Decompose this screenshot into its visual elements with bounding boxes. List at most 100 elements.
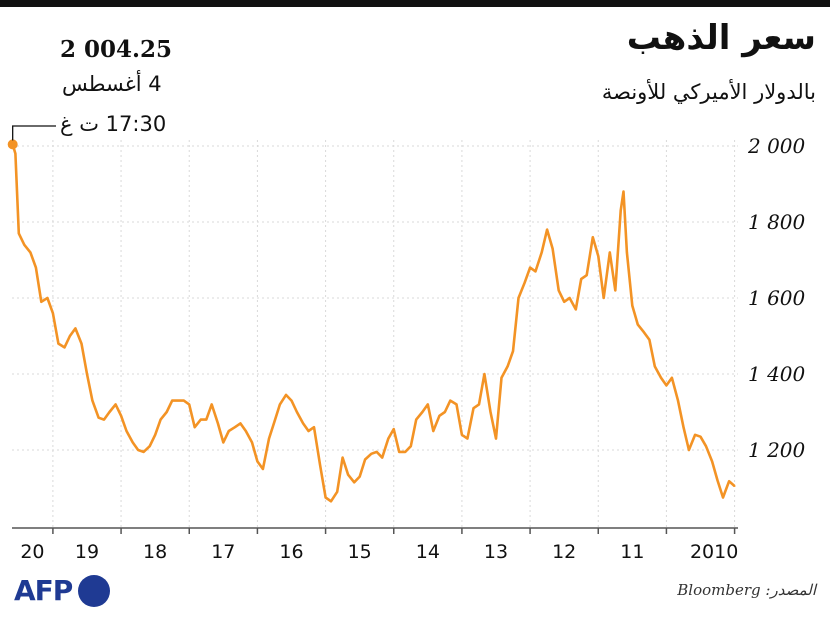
x-tick-label: 11 [620, 541, 644, 563]
price-point [91, 399, 94, 402]
price-point [364, 458, 367, 461]
price-point [574, 308, 577, 311]
price-point [455, 403, 458, 406]
x-tick-label: 19 [75, 541, 99, 563]
price-point [636, 323, 639, 326]
price-point [370, 452, 373, 455]
price-point [489, 411, 492, 413]
price-point [239, 422, 242, 425]
x-tick-label: 16 [279, 541, 303, 563]
price-point [398, 451, 401, 453]
price-point [296, 411, 298, 413]
price-point [631, 304, 634, 307]
price-point [63, 346, 66, 349]
price-point [171, 399, 174, 402]
price-point [358, 475, 361, 478]
x-tick-label: 12 [552, 541, 576, 563]
afp-logo-circle-icon [78, 575, 110, 607]
price-point [563, 300, 566, 303]
x-tick-label: 17 [211, 541, 235, 563]
x-tick-label: 18 [143, 541, 167, 563]
price-point [52, 312, 54, 315]
price-point [449, 399, 452, 402]
price-point [251, 441, 253, 444]
price-point [103, 418, 105, 421]
price-point [551, 247, 554, 250]
price-point [227, 430, 230, 432]
price-point [602, 297, 605, 299]
price-point [705, 445, 707, 448]
price-point [319, 464, 322, 467]
price-point [341, 456, 344, 459]
price-point [273, 420, 276, 423]
price-point [330, 500, 332, 503]
price-point [404, 451, 407, 453]
price-point [622, 190, 625, 193]
chart-subtitle: بالدولار الأميركي للأونصة [601, 80, 816, 104]
y-tick-label: 1 600 [748, 286, 806, 310]
price-point [415, 418, 418, 421]
price-point [23, 243, 26, 246]
price-point [699, 435, 702, 438]
price-point [529, 266, 531, 269]
price-point [347, 473, 349, 476]
price-point [660, 376, 662, 379]
price-point [302, 422, 304, 425]
price-point [466, 437, 469, 440]
price-point [336, 490, 339, 493]
price-point [495, 437, 497, 440]
price-point [568, 297, 571, 299]
price-point [540, 251, 543, 254]
y-tick-label: 1 800 [748, 210, 806, 234]
x-tick-label: 14 [416, 541, 440, 563]
x-tick-label: 20 [20, 541, 44, 563]
price-point [324, 496, 327, 499]
price-point [421, 411, 424, 413]
price-point [188, 403, 191, 406]
price-point [506, 365, 509, 368]
price-point [677, 399, 679, 402]
price-point [523, 281, 526, 284]
price-point [125, 430, 128, 432]
price-point [557, 289, 560, 292]
price-point [438, 414, 441, 417]
price-point [120, 414, 122, 417]
chart-title: سعر الذهب [626, 18, 816, 58]
price-point [614, 289, 617, 292]
price-point [193, 426, 196, 429]
x-tick-label: 13 [484, 541, 508, 563]
price-point [176, 399, 179, 402]
annotation-time: 17:30 ت غ [60, 112, 167, 136]
x-tick-label: 2010 [690, 541, 738, 563]
price-point [131, 441, 134, 444]
y-tick-label: 1 200 [748, 438, 806, 462]
price-point [74, 327, 77, 330]
price-point [80, 342, 83, 345]
price-point [597, 255, 600, 258]
annotation-leader-line [12, 125, 56, 141]
price-point [625, 251, 628, 254]
y-tick-label: 2 000 [747, 134, 806, 158]
price-point [290, 399, 293, 402]
price-point [461, 433, 463, 436]
price-point [234, 426, 236, 429]
price-point [392, 428, 395, 430]
price-point [608, 251, 611, 254]
price-point [14, 152, 17, 155]
price-line [11, 144, 736, 503]
price-point [733, 485, 736, 487]
price-point [653, 365, 656, 368]
price-point [222, 441, 225, 444]
price-point [670, 376, 673, 379]
price-point [279, 403, 281, 406]
price-point [108, 411, 111, 413]
price-point [512, 350, 514, 353]
price-point [199, 418, 202, 421]
price-point [580, 278, 583, 280]
price-point [426, 403, 429, 406]
price-point [387, 437, 390, 440]
price-point [353, 481, 356, 484]
price-point [137, 449, 140, 451]
price-point [17, 232, 20, 235]
price-point [472, 407, 475, 410]
